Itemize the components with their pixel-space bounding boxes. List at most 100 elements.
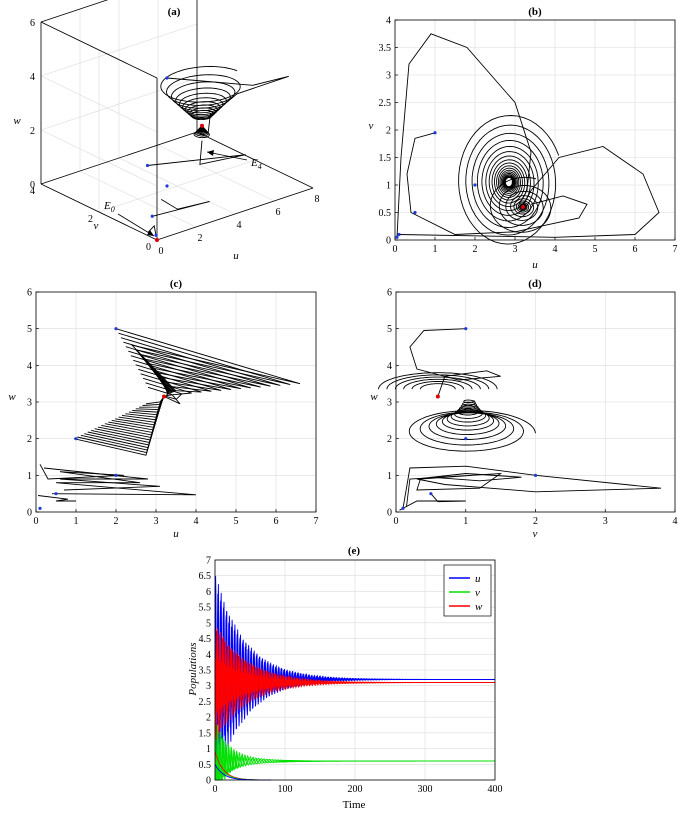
annotation-e4-arrow xyxy=(206,151,248,161)
b-tick-label-x: 7 xyxy=(673,244,678,255)
a-initial-point xyxy=(145,163,150,168)
d-tick-label-x: 4 xyxy=(673,516,678,527)
e-tick-label-x: 200 xyxy=(348,784,363,795)
panel-c-title: (c) xyxy=(170,278,183,290)
annotation-e4-arrowhead xyxy=(207,150,214,156)
panel-c-tick-labels: 0 1 2 3 4 5 6 7 0 1 2 3 4 5 6 xyxy=(27,288,319,528)
panel-b-grid xyxy=(394,19,676,241)
panel-e-time-series: (e) 0 100 200 300 400 0 0.5 1 1.5 2 2.5 3 3.5 4 4.5 5 5.… xyxy=(187,545,503,811)
legend-box xyxy=(443,564,492,617)
c-initial-point xyxy=(74,437,78,441)
a-equilibrium-point xyxy=(155,238,159,242)
panel-b-ylabel: v xyxy=(369,120,374,132)
a-tick-label-v: 4 xyxy=(30,186,35,197)
c-tick-label-x: 7 xyxy=(314,516,319,527)
d-initial-point xyxy=(464,327,468,331)
d-tick-label-x: 1 xyxy=(463,516,468,527)
b-trajectory-spiral xyxy=(458,115,560,245)
a-trajectory-loop xyxy=(152,199,210,217)
b-tick-label-y: 1.5 xyxy=(379,153,392,164)
b-tick-label-y: 3.5 xyxy=(379,43,392,54)
d-trajectory-loop xyxy=(399,493,466,511)
a-trajectory-loop xyxy=(147,140,246,166)
panel-e-title: (e) xyxy=(348,545,361,557)
e-tick-label-y: 1.5 xyxy=(199,728,212,739)
a-tick-label-w: 2 xyxy=(30,126,35,137)
a-tick-label-u: 0 xyxy=(159,246,164,257)
e-tick-label-y: 4 xyxy=(206,650,211,661)
d-tick-label-y: 0 xyxy=(387,508,392,519)
panel-b-u-v-phase-plane: (b) 0 1 2 3 4 5 6 7 0 0.5 1 1.5 2 2.5 3 3.5 4 u v xyxy=(369,6,678,271)
panel-d-ylabel: w xyxy=(370,391,378,403)
a-box-edge xyxy=(40,21,158,79)
a-tick-label-w: 4 xyxy=(30,72,35,83)
panel-e-ylabel: Populations xyxy=(187,642,199,696)
d-tick-label-x: 2 xyxy=(533,516,538,527)
annotation-e0: E0 xyxy=(103,200,115,214)
c-trajectory-lower xyxy=(145,396,165,405)
e-tick-label-y: 2 xyxy=(206,713,211,724)
b-tick-label-y: 1 xyxy=(386,181,391,192)
panel-d-trajectories xyxy=(378,327,662,511)
e-tick-label-y: 6.5 xyxy=(199,571,212,582)
c-axes-frame xyxy=(35,291,317,513)
e-tick-label-y: 3.5 xyxy=(199,666,212,677)
b-tick-label-x: 0 xyxy=(393,244,398,255)
e-tick-label-y: 1 xyxy=(206,744,211,755)
c-tick-label-y: 1 xyxy=(27,471,32,482)
panel-b-xlabel: u xyxy=(532,259,538,271)
c-equilibrium-point xyxy=(162,394,166,399)
e-tick-label-y: 6 xyxy=(206,587,211,598)
c-tick-label-y: 3 xyxy=(27,398,32,409)
d-initial-point xyxy=(464,437,468,441)
panel-a-ylabel: v xyxy=(94,220,99,232)
b-tick-label-y: 4 xyxy=(386,16,391,27)
c-tick-label-x: 1 xyxy=(74,516,79,527)
c-initial-point xyxy=(114,473,118,477)
panel-a-title: (a) xyxy=(168,6,181,18)
c-tick-label-y: 2 xyxy=(27,434,32,445)
b-tick-label-y: 2.5 xyxy=(379,98,392,109)
c-tick-label-x: 3 xyxy=(154,516,159,527)
b-trajectory-outer xyxy=(398,146,660,238)
a-initial-point xyxy=(165,184,169,188)
d-tick-label-y: 2 xyxy=(387,434,392,445)
annotation-e4: E4 xyxy=(250,157,262,171)
d-trajectory-spiral xyxy=(408,399,536,452)
c-trajectory-upper xyxy=(145,382,183,400)
a-tick-label-u: 6 xyxy=(276,207,281,218)
a-trajectory-loop xyxy=(166,75,289,117)
e-tick-label-x: 400 xyxy=(488,784,503,795)
e-tick-label-y: 7 xyxy=(206,556,211,567)
b-tick-label-x: 6 xyxy=(633,244,638,255)
panel-d-title: (d) xyxy=(528,278,542,290)
e-tick-label-y: 0 xyxy=(206,776,211,787)
b-tick-label-x: 4 xyxy=(553,244,558,255)
panel-c-u-w-phase-plane: (c) 0 1 2 3 4 5 6 7 0 1 2 3 4 5 6 u w xyxy=(8,278,318,540)
d-trajectory-ring xyxy=(411,381,465,390)
d-trajectory-ring xyxy=(403,378,473,390)
b-trajectory-outer xyxy=(406,132,588,235)
annotation-e0-arrowhead xyxy=(147,230,154,236)
panel-a-xlabel: u xyxy=(233,250,239,262)
a-tick-label-u: 4 xyxy=(237,220,242,231)
e-tick-label-x: 0 xyxy=(213,784,218,795)
panel-c-xlabel: u xyxy=(173,528,179,540)
a-box-edge xyxy=(196,131,314,189)
panel-b-trajectories xyxy=(395,33,660,245)
c-trajectory-upper xyxy=(125,346,261,393)
d-tick-label-y: 3 xyxy=(387,398,392,409)
e-tick-label-y: 3 xyxy=(206,681,211,692)
d-trajectory-loop xyxy=(402,465,662,509)
panel-a-zlabel: w xyxy=(13,115,21,127)
b-initial-point xyxy=(395,235,399,239)
e-axes-frame xyxy=(214,559,496,781)
d-trajectory-top xyxy=(409,328,501,397)
b-tick-label-y: 0 xyxy=(386,236,391,247)
a-initial-point xyxy=(150,214,154,218)
d-trajectory-ring xyxy=(394,376,481,390)
b-initial-point xyxy=(397,232,401,237)
a-tick-label-v: 2 xyxy=(88,214,93,225)
c-tick-label-y: 6 xyxy=(27,288,32,299)
